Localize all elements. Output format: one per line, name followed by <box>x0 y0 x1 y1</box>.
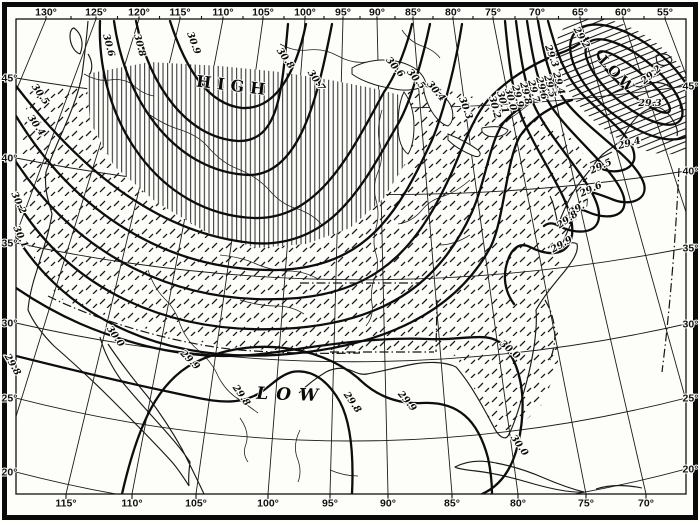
longitude-label-bottom: 85° <box>444 498 460 510</box>
longitude-label-top: 70° <box>529 7 545 19</box>
isobar-29-8-south <box>16 354 354 494</box>
isobar-30-2 <box>16 88 564 331</box>
coastline <box>27 20 682 494</box>
great-lakes <box>351 59 509 157</box>
latitude-label-left: 20° <box>2 467 18 479</box>
longitude-label-bottom: 90° <box>380 498 396 510</box>
isobar-30-1 <box>16 98 574 357</box>
longitude-label-top: 115° <box>169 7 190 19</box>
high-hatch-region <box>86 62 406 248</box>
isobar-30-3 <box>16 36 590 301</box>
isobar-label: 29.3 <box>637 98 662 109</box>
isobar-29-9-east <box>503 19 574 306</box>
longitude-label-bottom: 75° <box>578 498 594 510</box>
latitude-label-left: 25° <box>2 393 18 405</box>
isobar-29-4-ring <box>569 23 686 141</box>
latitude-label-right: 25° <box>683 393 699 405</box>
longitude-label-bottom: 115° <box>55 498 76 510</box>
map-neatline <box>15 18 687 495</box>
longitude-label-top: 85° <box>405 7 421 19</box>
longitude-label-bottom: 105° <box>185 498 207 510</box>
latitude-label-right: 30° <box>683 319 699 331</box>
precip-boundary-dashdot <box>47 167 680 373</box>
isobar-30-8 <box>134 19 290 143</box>
latitude-label-right: 35° <box>683 243 699 255</box>
isobar-29-2-ring <box>596 50 672 114</box>
isobar-30-4 <box>16 22 464 272</box>
low-hatch-region <box>555 19 686 155</box>
longitude-label-top: 65° <box>572 7 588 19</box>
longitude-label-top: 55° <box>657 7 673 19</box>
longitude-label-bottom: 95° <box>322 498 338 510</box>
latitude-label-right: 20° <box>683 464 699 476</box>
longitude-label-top: 110° <box>212 7 233 19</box>
isobar-29-5-east <box>546 19 636 173</box>
isobar-30-6 <box>98 19 414 220</box>
pressure-center-low-s: LOW <box>255 384 327 406</box>
isobars <box>16 19 686 494</box>
latitude-label-left: 30° <box>2 318 18 330</box>
isobar-30-0 <box>16 286 524 494</box>
isobar-30-9 <box>168 19 308 110</box>
latitude-label-left: 45° <box>2 73 18 85</box>
longitude-label-top: 90° <box>369 7 385 19</box>
latitude-label-left: 40° <box>2 153 18 165</box>
longitude-label-top: 75° <box>485 7 501 19</box>
latitude-label-left: 35° <box>2 238 18 250</box>
longitude-label-top: 95° <box>335 7 351 19</box>
isobar-29-8-east <box>514 19 601 233</box>
isobar-30-5 <box>16 22 432 245</box>
longitude-label-bottom: 70° <box>638 498 654 510</box>
isobar-29-3-ring <box>584 38 684 126</box>
isobar-29-7-east <box>525 19 626 218</box>
isobar-30-7 <box>112 19 334 177</box>
longitude-label-top: 100° <box>294 7 316 19</box>
longitude-label-top: 120° <box>128 7 150 19</box>
longitude-label-bottom: 80° <box>510 498 526 510</box>
graticule-labels: 130° 125° 120° 115° 110° 105° 100° 95° 90° 85° 80°… <box>1 6 700 511</box>
latitude-label-right: 45° <box>683 81 699 93</box>
latitude-label-right: 40° <box>683 166 699 178</box>
longitude-label-top: 80° <box>445 7 461 19</box>
longitude-label-top: 105° <box>252 7 274 19</box>
longitude-label-top: 60° <box>615 7 631 19</box>
longitude-label-top: 125° <box>85 7 107 19</box>
longitude-label-bottom: 100° <box>257 498 279 510</box>
graticule-ticks <box>11 13 691 499</box>
longitude-label-bottom: 110° <box>121 498 142 510</box>
longitude-label-top: 130° <box>35 7 57 19</box>
isobar-29-9-south <box>120 345 494 494</box>
isobar-29-6-east <box>536 19 646 204</box>
